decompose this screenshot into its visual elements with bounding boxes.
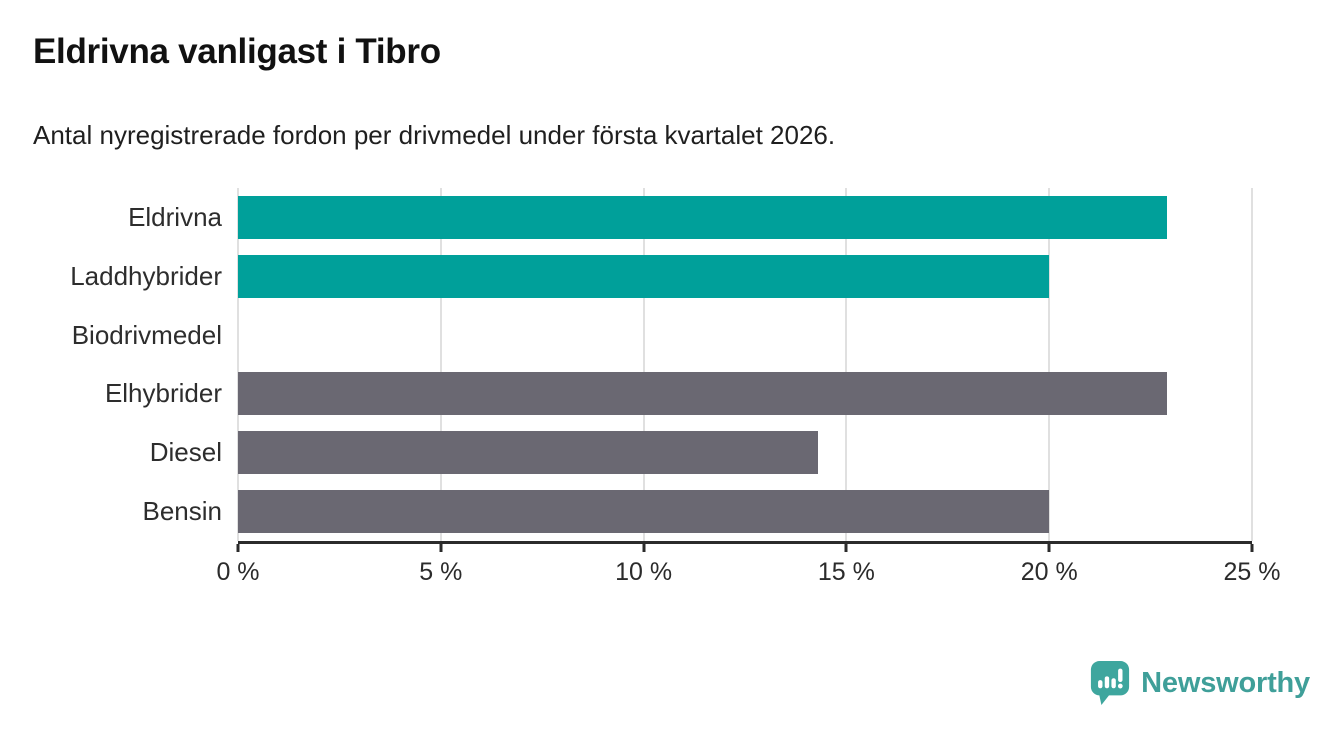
bar-track <box>238 195 1252 239</box>
chart-row: Diesel <box>0 423 1252 482</box>
x-axis-tick: 25 % <box>1224 544 1280 586</box>
x-axis-tick: 20 % <box>1021 544 1078 586</box>
chart-row: Laddhybrider <box>0 247 1252 306</box>
category-label: Biodrivmedel <box>71 319 222 350</box>
brand-name: Newsworthy <box>1141 666 1310 699</box>
x-axis-tick: 10 % <box>615 544 672 586</box>
category-label: Diesel <box>149 437 222 468</box>
gridline <box>439 188 442 541</box>
x-axis: 0 % 5 % 10 % 15 % 20 % 25 % <box>216 541 1280 586</box>
bar-laddhybrider <box>238 254 1050 298</box>
x-axis-tick: 0 % <box>216 544 260 586</box>
x-axis-tick: 5 % <box>419 544 462 586</box>
category-label: Eldrivna <box>128 201 222 232</box>
chart-rows: Eldrivna Laddhybrider Biodrivmedel Elhybrid… <box>0 188 1252 541</box>
bar-eldrivna <box>238 195 1167 239</box>
gridline <box>642 188 645 541</box>
gridline <box>1251 188 1253 541</box>
newsworthy-logo-icon <box>1091 661 1130 705</box>
category-label: Bensin <box>142 496 223 527</box>
brand-footer: Newsworthy <box>1089 659 1310 707</box>
x-axis-tick-label: 0 % <box>216 558 260 586</box>
bar-track <box>238 490 1252 534</box>
x-axis-tick-label: 20 % <box>1020 558 1078 586</box>
bar-elhybrider <box>238 372 1167 416</box>
chart-row: Elhybrider <box>0 364 1252 423</box>
chart-row: Biodrivmedel <box>0 306 1252 365</box>
x-axis-tick-label: 10 % <box>615 558 673 586</box>
chart-title: Eldrivna vanligast i Tibro <box>33 32 441 71</box>
x-axis-tick-label: 15 % <box>817 558 875 586</box>
bar-chart: Eldrivna Laddhybrider Biodrivmedel Elhybrid… <box>0 188 1280 586</box>
gridline <box>237 188 239 541</box>
category-label: Laddhybrider <box>70 260 222 291</box>
x-axis-tick-label: 5 % <box>419 558 463 586</box>
bar-diesel <box>238 431 818 475</box>
x-axis-tick-label: 25 % <box>1223 558 1281 586</box>
bar-track <box>238 254 1252 298</box>
gridline <box>1048 188 1051 541</box>
x-axis-tick: 15 % <box>818 544 875 586</box>
chart-row: Eldrivna <box>0 188 1252 247</box>
bar-track <box>238 372 1252 416</box>
chart-subtitle: Antal nyregistrerade fordon per drivmede… <box>33 120 836 150</box>
bar-track <box>238 431 1252 475</box>
category-label: Elhybrider <box>104 378 222 409</box>
chart-row: Bensin <box>0 482 1252 541</box>
gridline <box>845 188 848 541</box>
gridlines <box>237 188 1253 541</box>
bar-bensin <box>238 490 1050 534</box>
bar-track <box>238 314 1252 357</box>
